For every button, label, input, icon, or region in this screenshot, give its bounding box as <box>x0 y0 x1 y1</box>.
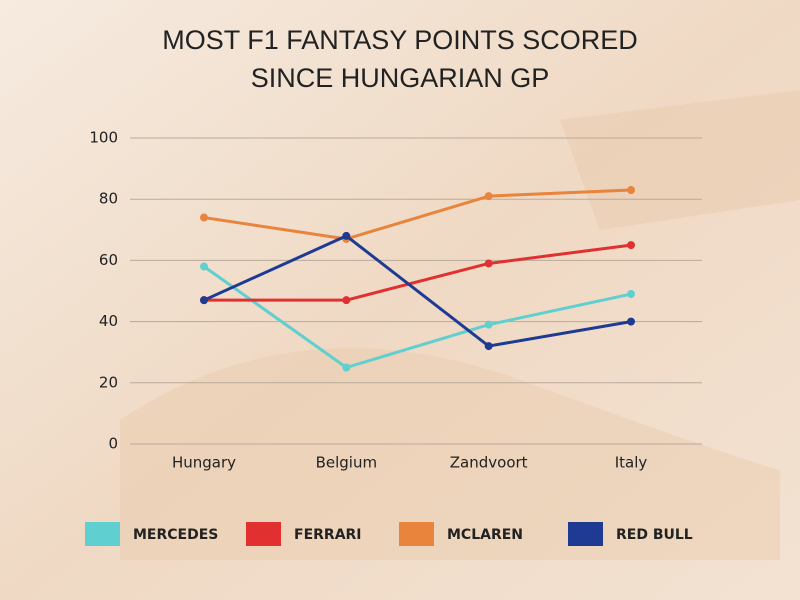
y-tick-label: 0 <box>108 435 118 453</box>
legend-swatch <box>399 522 434 546</box>
legend-label: MCLAREN <box>447 527 523 543</box>
x-tick-label: Belgium <box>316 454 378 472</box>
point <box>342 296 351 305</box>
y-tick-label: 40 <box>99 312 118 330</box>
point <box>200 296 208 305</box>
background-shape <box>120 348 780 560</box>
point <box>627 241 635 250</box>
point <box>484 342 493 351</box>
point <box>484 192 493 201</box>
point <box>342 231 351 240</box>
point <box>484 320 493 329</box>
legend-label: MERCEDES <box>133 527 218 543</box>
point <box>200 213 208 222</box>
legend-label: RED BULL <box>616 527 693 543</box>
y-tick-label: 80 <box>99 190 118 208</box>
point <box>484 259 493 268</box>
x-tick-label: Italy <box>615 454 648 472</box>
y-tick-label: 60 <box>99 251 118 269</box>
y-tick-label: 100 <box>89 129 118 147</box>
point <box>627 317 635 326</box>
chart-title: MOST F1 FANTASY POINTS SCORED <box>162 25 638 55</box>
legend-label: FERRARI <box>294 527 362 543</box>
legend-swatch <box>568 522 603 546</box>
y-tick-label: 20 <box>99 373 118 391</box>
point <box>200 262 208 271</box>
point <box>627 186 635 195</box>
point <box>627 290 635 299</box>
series-line <box>203 265 632 369</box>
series-line <box>204 243 632 302</box>
series-line <box>203 188 632 241</box>
point <box>342 363 351 372</box>
chart-title: SINCE HUNGARIAN GP <box>251 63 550 93</box>
legend-swatch <box>85 522 120 546</box>
x-tick-label: Hungary <box>172 454 236 472</box>
legend-swatch <box>246 522 281 546</box>
background-shape <box>560 90 800 230</box>
x-tick-label: Zandvoort <box>450 454 528 472</box>
series-line <box>203 234 632 348</box>
